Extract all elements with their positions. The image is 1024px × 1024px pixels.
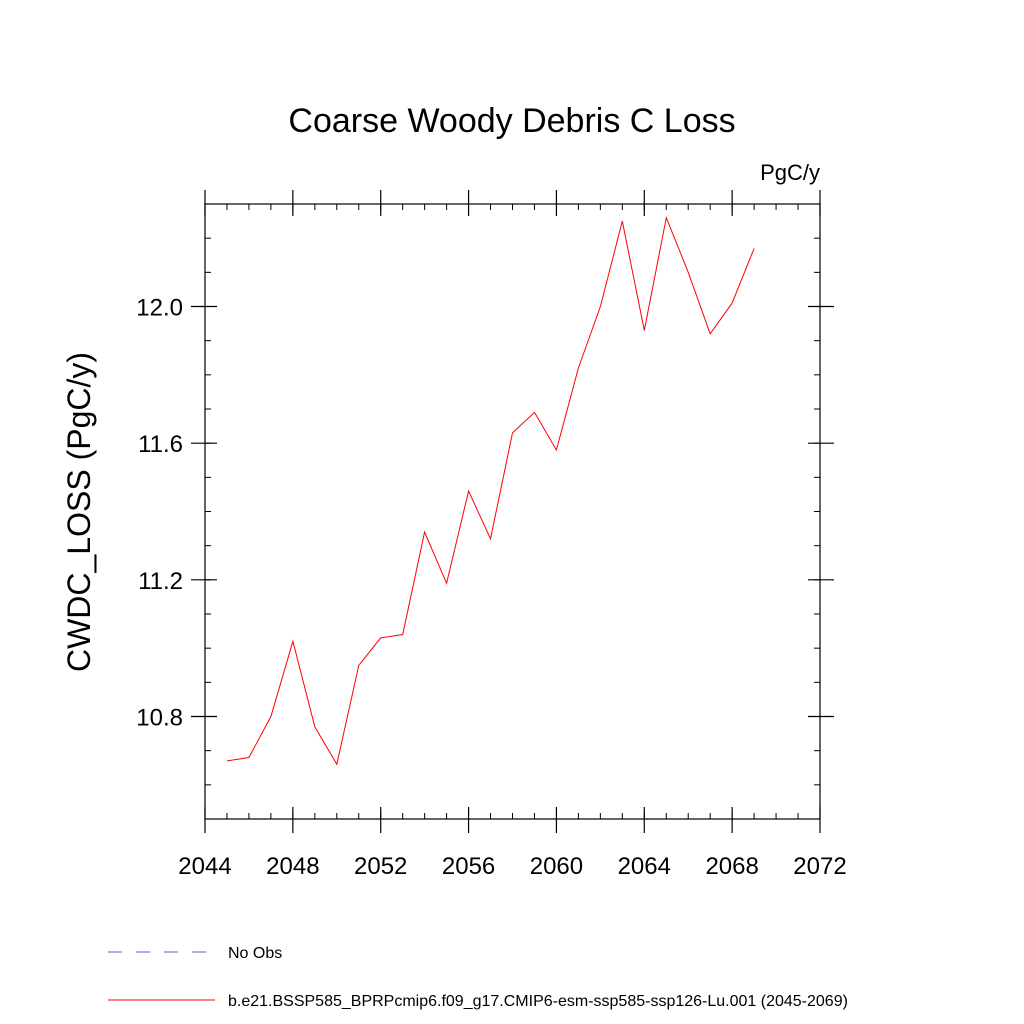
- y-tick-label: 12.0: [136, 295, 183, 322]
- x-tick-label: 2052: [354, 853, 407, 880]
- x-tick-label: 2048: [266, 853, 319, 880]
- legend-label: b.e21.BSSP585_BPRPcmip6.f09_g17.CMIP6-es…: [228, 993, 848, 1010]
- x-tick-label: 2072: [793, 853, 846, 880]
- x-tick-label: 2044: [178, 853, 231, 880]
- series-layer: [226, 215, 755, 766]
- x-tick-label: 2064: [618, 853, 671, 880]
- plot-frame: [204, 203, 821, 820]
- y-tick-label: 11.2: [138, 568, 183, 595]
- y-tick-label: 11.6: [138, 431, 183, 458]
- units-label: PgC/y: [760, 160, 820, 185]
- y-tick-label: 10.8: [136, 705, 183, 732]
- y-axis-label: CWDC_LOSS (PgC/y): [61, 352, 97, 672]
- series-line: [226, 215, 755, 766]
- axis-ticks: 2044 2048 2052 2056 2060 2064 2068 2072 10.8 11.2…: [136, 190, 847, 880]
- legend-label: No Obs: [228, 945, 282, 962]
- x-tick-label: 2068: [705, 853, 758, 880]
- chart-title: Coarse Woody Debris C Loss: [288, 102, 735, 140]
- x-tick-label: 2056: [442, 853, 495, 880]
- legend: No Obs b.e21.BSSP585_BPRPcmip6.f09_g17.CM…: [108, 945, 848, 1010]
- x-tick-label: 2060: [530, 853, 583, 880]
